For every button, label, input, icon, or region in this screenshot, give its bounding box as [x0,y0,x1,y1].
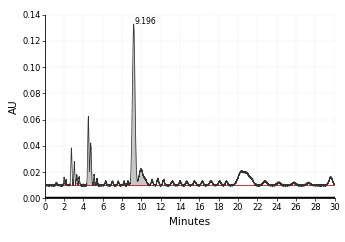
Text: 9.196: 9.196 [135,17,156,26]
Y-axis label: AU: AU [9,99,19,114]
X-axis label: Minutes: Minutes [169,217,210,227]
